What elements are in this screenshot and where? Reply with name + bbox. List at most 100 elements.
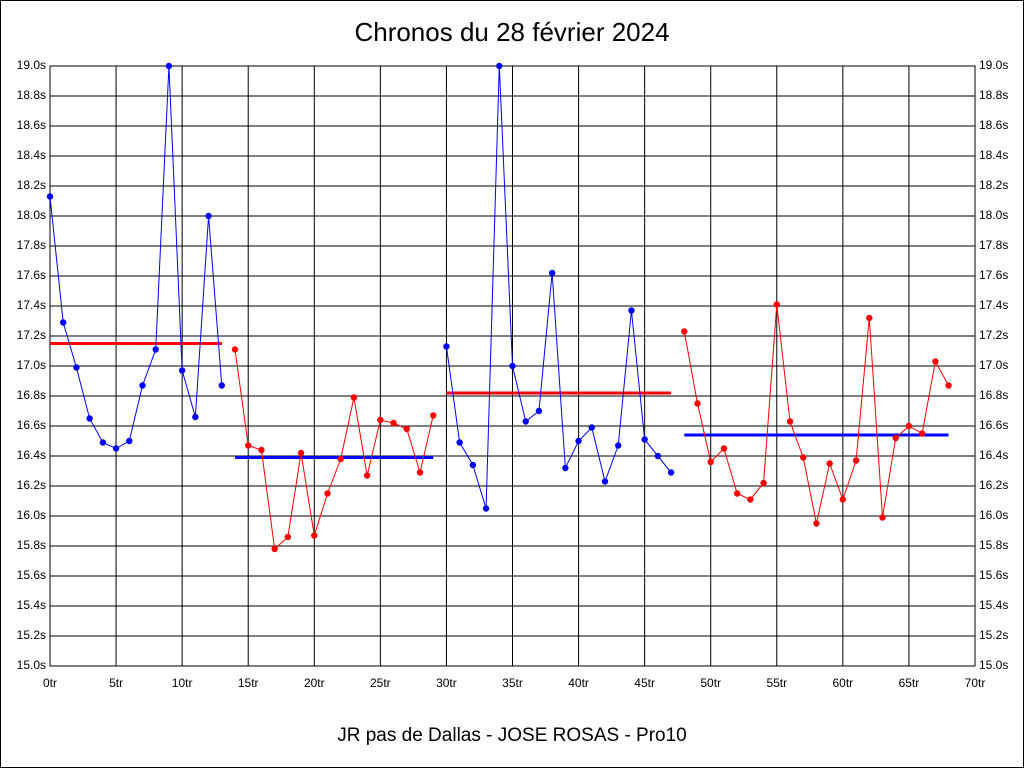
point: [337, 455, 344, 463]
point: [548, 269, 556, 277]
point: [469, 461, 477, 469]
x-tick-label: 40tr: [568, 676, 589, 690]
y-tick-label: 18.4s: [17, 148, 46, 162]
point: [615, 442, 622, 449]
point: [905, 422, 913, 430]
y2-tick-label: 15.0s: [979, 658, 1008, 672]
point: [786, 418, 794, 425]
point: [826, 460, 833, 467]
x-tick-label: 60tr: [833, 676, 854, 690]
point: [654, 452, 662, 460]
y-tick-label: 19.0s: [17, 58, 46, 72]
x-tick-label: 35tr: [502, 676, 523, 690]
x-tick-label: 10tr: [172, 676, 193, 690]
x-tick-label: 55tr: [766, 676, 787, 690]
point: [681, 328, 688, 335]
point: [932, 358, 939, 365]
y-tick-label: 18.8s: [17, 88, 46, 102]
point: [945, 382, 952, 389]
y2-tick-label: 15.2s: [979, 628, 1008, 642]
y2-tick-label: 17.2s: [979, 328, 1008, 342]
point: [165, 62, 173, 70]
point: [839, 496, 847, 503]
x-tick-label: 20tr: [304, 676, 325, 690]
y2-tick-label: 15.4s: [979, 598, 1008, 612]
y-tick-label: 15.0s: [17, 658, 46, 672]
point: [456, 439, 463, 446]
y-tick-label: 15.8s: [17, 538, 46, 552]
point: [588, 424, 595, 431]
point: [152, 346, 159, 353]
y2-tick-label: 16.6s: [979, 418, 1008, 432]
point: [879, 514, 886, 521]
y-tick-label: 15.6s: [17, 568, 46, 582]
point: [535, 407, 543, 415]
point: [918, 430, 926, 437]
series-line: [445, 65, 672, 509]
point: [205, 212, 212, 220]
point: [99, 439, 107, 446]
y-tick-label: 17.2s: [17, 328, 46, 342]
point: [258, 446, 265, 454]
series-line: [234, 349, 434, 551]
y2-tick-label: 17.8s: [979, 238, 1008, 252]
chart-title: Chronos du 28 février 2024: [354, 17, 669, 47]
point: [430, 412, 437, 419]
y-tick-label: 17.4s: [17, 298, 46, 312]
x-tick-label: 5tr: [109, 676, 123, 690]
point: [178, 367, 186, 374]
point: [509, 362, 516, 370]
y-tick-label: 18.0s: [17, 208, 46, 222]
point: [324, 490, 331, 497]
y-tick-label: 17.0s: [17, 358, 46, 372]
point: [311, 532, 318, 539]
point: [628, 307, 635, 314]
y-tick-label: 17.8s: [17, 238, 46, 252]
y2-tick-label: 18.0s: [979, 208, 1008, 222]
y2-tick-label: 16.4s: [979, 448, 1008, 462]
y-tick-label: 17.6s: [17, 268, 46, 282]
y-tick-label: 16.6s: [17, 418, 46, 432]
point: [760, 479, 767, 487]
y-tick-label: 16.2s: [17, 478, 46, 492]
y2-tick-label: 15.6s: [979, 568, 1008, 582]
x-tick-label: 15tr: [238, 676, 259, 690]
y-tick-label: 16.4s: [17, 448, 46, 462]
y2-tick-label: 16.2s: [979, 478, 1008, 492]
point: [496, 62, 503, 70]
x-tick-label: 70tr: [965, 676, 986, 690]
point: [707, 458, 714, 466]
x-tick-label: 30tr: [436, 676, 457, 690]
y2-tick-label: 17.4s: [979, 298, 1008, 312]
y-tick-label: 18.6s: [17, 118, 46, 132]
point: [813, 520, 820, 527]
point: [218, 382, 225, 389]
x-axis-label: JR pas de Dallas - JOSE ROSAS - Pro10: [337, 725, 687, 746]
point: [297, 449, 305, 457]
point: [231, 346, 239, 353]
y2-tick-label: 17.6s: [979, 268, 1008, 282]
point: [126, 437, 133, 445]
point: [390, 419, 397, 427]
y-tick-label: 18.2s: [17, 178, 46, 192]
y-tick-label: 16.0s: [17, 508, 46, 522]
point: [641, 436, 648, 443]
x-tick-label: 25tr: [370, 676, 391, 690]
point: [271, 545, 278, 553]
point: [575, 437, 582, 445]
y2-tick-label: 18.6s: [979, 118, 1008, 132]
y-tick-label: 15.4s: [17, 598, 46, 612]
plot-frame: [49, 65, 976, 667]
y2-tick-label: 19.0s: [979, 58, 1008, 72]
point: [377, 416, 384, 424]
point: [403, 425, 410, 433]
point: [350, 394, 358, 401]
point: [733, 490, 741, 497]
y2-tick-label: 15.8s: [979, 538, 1008, 552]
point: [112, 445, 120, 452]
point: [46, 193, 54, 200]
point: [866, 314, 873, 322]
point: [800, 454, 807, 461]
point: [747, 496, 754, 503]
